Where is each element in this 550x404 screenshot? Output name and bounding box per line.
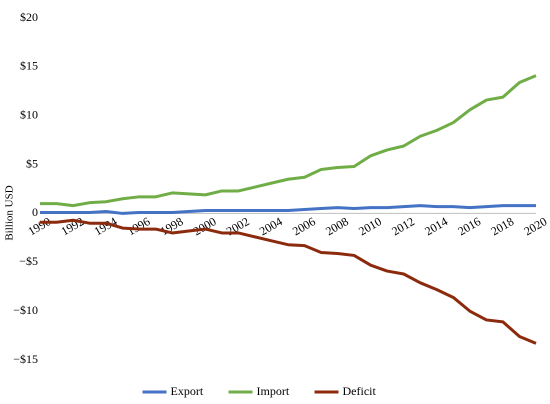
y-tick-label: $20 — [20, 10, 38, 24]
y-tick-label: 0 — [32, 205, 38, 219]
x-tick-label: 2020 — [521, 214, 549, 238]
series-line — [40, 74, 537, 208]
x-tick-label: 1990 — [25, 214, 53, 238]
y-tick-label: −$10 — [13, 303, 38, 317]
y-tick-label: −$5 — [19, 254, 38, 268]
legend-label: Deficit — [343, 384, 377, 398]
x-tick-label: 2016 — [455, 214, 483, 238]
x-tick-label: 2014 — [422, 214, 450, 238]
x-tick-label: 2000 — [191, 214, 219, 238]
x-tick-label: 2010 — [356, 214, 384, 238]
y-tick-label: $5 — [26, 156, 38, 170]
series-line — [40, 204, 536, 215]
x-tick-label: 2004 — [257, 214, 285, 238]
x-tick-label: 1992 — [59, 214, 87, 238]
y-tick-label: $10 — [20, 107, 38, 121]
x-tick-label: 1996 — [125, 214, 153, 238]
y-tick-label: −$15 — [13, 352, 38, 366]
legend-label: Import — [257, 384, 290, 398]
x-tick-label: 1998 — [158, 214, 186, 238]
y-axis-label: Billion USD — [4, 185, 16, 240]
legend-label: Export — [171, 384, 204, 398]
y-tick-label: $15 — [20, 59, 38, 73]
x-tick-label: 2012 — [389, 214, 417, 238]
x-tick-label: 2006 — [290, 214, 318, 238]
x-tick-label: 2008 — [323, 214, 351, 238]
series-line — [40, 218, 537, 345]
x-tick-label: 2018 — [488, 214, 516, 238]
